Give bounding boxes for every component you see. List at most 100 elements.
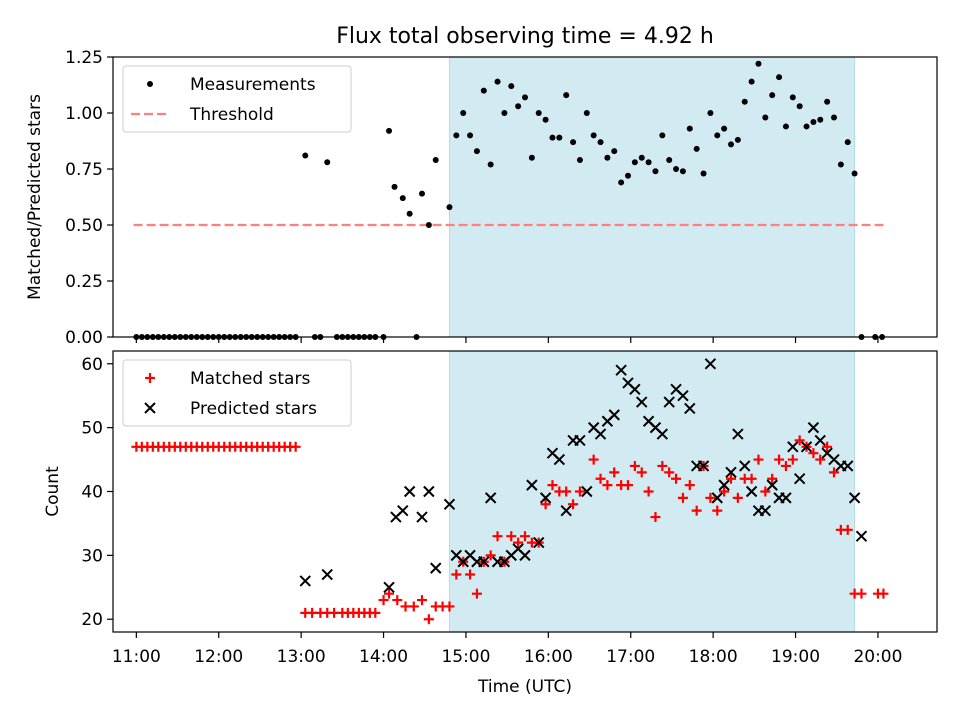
x-tick-label: 16:00 [524,647,573,667]
predicted-star-marker [430,562,442,574]
matched-star-marker [609,467,620,478]
y-tick-label: 20 [81,610,103,630]
matched-star-marker [712,505,723,516]
measurement-point [494,78,501,85]
predicted-star-marker [800,441,813,453]
predicted-star-marker [553,453,566,466]
measurement-point [302,152,309,159]
predicted-star-marker [403,485,416,498]
measurement-point [399,195,406,202]
measurement-point [817,116,824,123]
legend-label: Matched stars [190,369,310,389]
matched-star-marker [290,441,301,452]
measurement-point [782,123,789,130]
measurement-point [851,170,858,177]
matched-star-marker [629,460,640,471]
matched-star-marker [384,588,395,599]
legend-marker [145,373,155,383]
measurement-point [590,132,597,139]
predicted-star-marker [383,581,395,594]
matched-star-marker [588,454,599,465]
matched-star-marker [408,601,419,612]
measurement-point [631,159,638,166]
measurement-point [741,98,748,105]
y-tick-label: 1.25 [65,48,103,68]
measurement-point [707,110,714,116]
measurement-point [556,134,563,141]
measurement-point [425,222,432,228]
predicted-star-marker [574,434,586,447]
bottom-series-1 [131,435,889,625]
predicted-star-marker [560,504,572,517]
measurement-point [406,210,413,217]
chart-title: Flux total observing time = 4.92 h [336,24,714,49]
matched-star-marker [684,480,695,491]
matched-star-marker [451,569,462,580]
predicted-star-marker [787,441,799,453]
matched-star-marker [664,467,675,478]
measurement-point [528,154,535,161]
y-tick-label: 0.75 [65,160,103,180]
matched-star-marker [636,467,647,478]
predicted-star-marker [519,549,531,562]
measurement-point [769,92,776,99]
matched-star-marker [815,454,826,465]
measurement-point [679,168,686,175]
measurement-point [386,127,393,134]
y-tick-label: 0.25 [65,272,103,292]
y-tick-label: 30 [81,546,103,566]
matched-star-marker [423,614,434,625]
x-tick-label: 13:00 [277,647,326,667]
legend-label: Measurements [190,75,316,95]
matched-star-marker [760,486,771,497]
top-legend: Measurements Threshold [122,65,352,133]
measurement-point [487,161,494,168]
matched-star-marker [595,473,606,484]
matched-star-marker [465,569,476,580]
predicted-star-marker [745,485,758,498]
predicted-star-marker [539,492,552,504]
matched-star-marker [492,531,503,542]
predicted-star-marker [608,409,620,421]
predicted-star-marker [704,358,717,370]
measurement-point [618,179,625,186]
matched-star-marker [378,595,389,606]
measurement-point [803,123,810,130]
matched-star-marker [842,524,853,535]
measurement-point [432,157,439,164]
matched-star-marker [485,550,496,561]
matched-star-marker [370,607,381,618]
predicted-star-marker [484,492,497,504]
predicted-star-marker [423,485,435,498]
measurement-point [419,190,425,197]
matched-star-marker [623,480,633,491]
measurement-point [391,183,398,190]
measurement-point [728,141,734,148]
x-tick-label: 17:00 [606,647,655,667]
measurement-point [625,172,631,179]
predicted-star-marker [793,473,806,485]
predicted-star-marker [855,530,868,542]
x-tick-label: 18:00 [689,647,738,667]
matched-star-marker [547,480,558,491]
measurement-point [508,83,515,90]
predicted-star-marker [594,428,607,440]
measurement-point [583,110,590,116]
predicted-star-marker [533,536,545,549]
matched-star-marker [780,460,791,471]
matched-star-marker [829,467,839,478]
legend-label: Threshold [189,105,274,125]
matched-star-marker [574,486,585,497]
legend-marker [144,402,156,414]
x-tick-label: 12:00 [194,647,243,667]
matched-star-marker [719,486,730,497]
matched-star-marker [657,460,668,471]
legend-marker [147,81,153,87]
measurement-point [645,159,652,166]
predicted-star-marker [443,498,456,510]
predicted-star-marker [842,460,854,472]
predicted-star-marker [759,504,772,517]
matched-star-marker [794,435,805,446]
x-axis-label: Time (UTC) [477,677,572,697]
predicted-star-marker [780,492,792,504]
